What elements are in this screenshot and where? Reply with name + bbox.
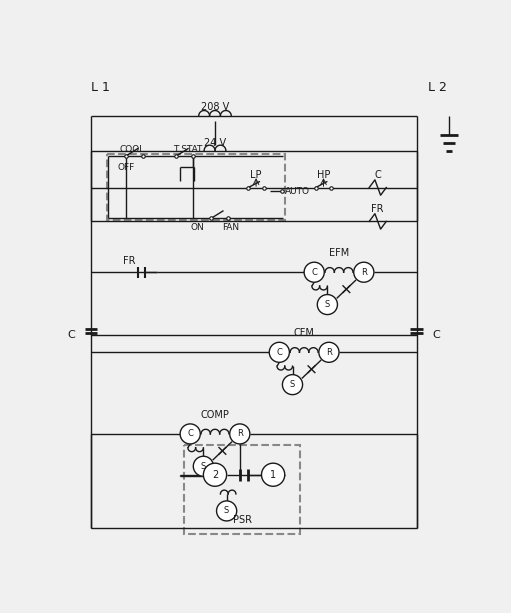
Text: PSR: PSR — [233, 515, 251, 525]
Text: S: S — [290, 380, 295, 389]
Text: R: R — [237, 430, 243, 438]
Text: L 2: L 2 — [428, 81, 447, 94]
Circle shape — [217, 501, 237, 521]
Text: FR: FR — [371, 204, 384, 214]
Text: FAN: FAN — [222, 223, 239, 232]
Text: FR: FR — [124, 256, 136, 265]
Text: S: S — [201, 462, 206, 471]
Text: C: C — [276, 348, 282, 357]
Circle shape — [193, 456, 214, 476]
Circle shape — [203, 463, 226, 486]
Circle shape — [180, 424, 200, 444]
Circle shape — [304, 262, 324, 282]
Text: T STAT: T STAT — [173, 145, 202, 153]
Text: C: C — [187, 430, 193, 438]
Text: S: S — [325, 300, 330, 309]
Text: COMP: COMP — [200, 409, 229, 420]
Text: 24 V: 24 V — [204, 138, 226, 148]
Text: C: C — [68, 330, 76, 340]
Circle shape — [269, 342, 289, 362]
Text: LP: LP — [250, 170, 262, 180]
Circle shape — [262, 463, 285, 486]
Text: C: C — [432, 330, 440, 340]
Text: C: C — [311, 268, 317, 276]
Text: C: C — [375, 170, 381, 180]
Circle shape — [283, 375, 303, 395]
Text: AUTO: AUTO — [285, 187, 310, 196]
Text: 2: 2 — [212, 470, 218, 480]
Text: R: R — [361, 268, 367, 276]
Text: R: R — [326, 348, 332, 357]
Text: S: S — [224, 506, 229, 516]
Circle shape — [230, 424, 250, 444]
Text: OFF: OFF — [117, 163, 134, 172]
Text: HP: HP — [317, 170, 330, 180]
Text: COOL: COOL — [120, 145, 145, 153]
Circle shape — [354, 262, 374, 282]
Text: L 1: L 1 — [91, 81, 110, 94]
Circle shape — [317, 295, 337, 314]
Text: ON: ON — [190, 223, 204, 232]
Text: 208 V: 208 V — [201, 102, 229, 112]
Text: 1: 1 — [270, 470, 276, 480]
Text: CFM: CFM — [294, 328, 315, 338]
Circle shape — [319, 342, 339, 362]
Text: EFM: EFM — [329, 248, 349, 258]
